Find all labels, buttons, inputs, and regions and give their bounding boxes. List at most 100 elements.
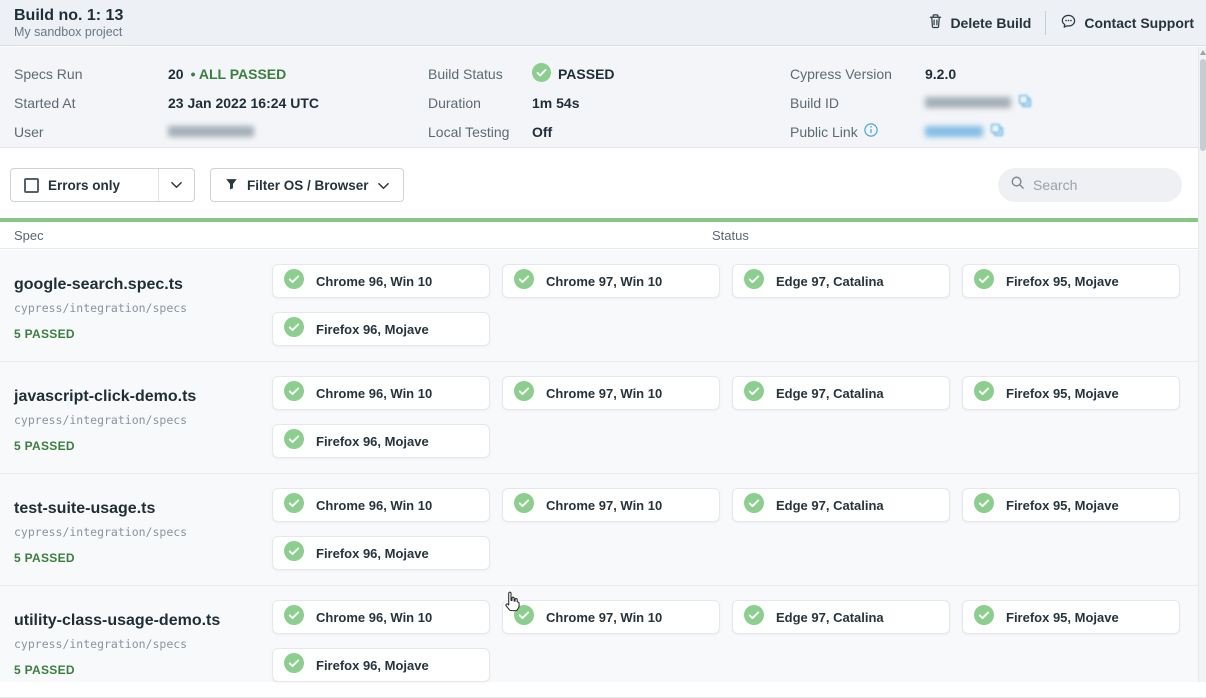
info-label-text: Duration [428,95,481,111]
status-chip[interactable]: Chrome 96, Win 10 [272,488,490,522]
spec-path: cypress/integration/specs [14,637,264,651]
info-label-text: User [14,124,44,140]
info-icon[interactable] [864,123,878,140]
errors-only-label: Errors only [48,178,120,193]
status-chip-label: Chrome 97, Win 10 [546,498,662,513]
status-chip-label: Edge 97, Catalina [776,610,884,625]
redacted-value [925,97,1011,108]
status-chips: Chrome 96, Win 10 Chrome 97, Win 10 Edge… [272,488,1194,570]
passed-check-icon [974,493,994,518]
status-chip-label: Firefox 96, Mojave [316,658,429,673]
status-chip[interactable]: Firefox 96, Mojave [272,536,490,570]
status-chip-label: Chrome 97, Win 10 [546,274,662,289]
status-chip[interactable]: Edge 97, Catalina [732,600,950,634]
errors-only-toggle[interactable]: Errors only [11,169,158,201]
status-chip[interactable]: Chrome 97, Win 10 [502,376,720,410]
build-heading: Build no. 1: 13 My sandbox project [14,6,123,40]
funnel-icon [225,177,238,194]
copy-icon[interactable] [990,123,1004,140]
errors-only-dropdown[interactable] [158,169,194,201]
status-chip[interactable]: Firefox 95, Mojave [962,600,1180,634]
spec-result-badge: 5 PASSED [14,439,264,453]
info-value-text: PASSED [558,66,615,82]
passed-check-icon [284,269,304,294]
errors-only-checkbox[interactable] [24,178,39,193]
info-item: Cypress Version 9.2.0 [790,59,1032,88]
spec-row: utility-class-usage-demo.ts cypress/inte… [0,586,1206,698]
spec-name[interactable]: utility-class-usage-demo.ts [14,612,264,630]
status-chip[interactable]: Chrome 97, Win 10 [502,600,720,634]
vertical-scrollbar[interactable] [1198,47,1206,682]
spec-path: cypress/integration/specs [14,413,264,427]
spec-name[interactable]: javascript-click-demo.ts [14,388,264,406]
status-chip[interactable]: Edge 97, Catalina [732,488,950,522]
redacted-value [168,126,254,137]
build-info-column: Cypress Version 9.2.0 Build ID Publ [790,59,1032,146]
status-chip[interactable]: Firefox 95, Mojave [962,488,1180,522]
spec-result-badge: 5 PASSED [14,663,264,677]
spec-result-badge: 5 PASSED [14,551,264,565]
copy-icon[interactable] [1018,94,1032,111]
scrollbar-up-arrow[interactable] [1200,50,1206,55]
chevron-down-icon [378,178,389,193]
status-chip[interactable]: Edge 97, Catalina [732,264,950,298]
passed-check-icon [514,605,534,630]
spec-name[interactable]: google-search.spec.ts [14,276,264,294]
delete-build-button[interactable]: Delete Build [928,13,1031,32]
search-icon [1010,175,1025,195]
search-box[interactable] [998,168,1182,202]
spec-info: javascript-click-demo.ts cypress/integra… [14,376,264,453]
status-chip[interactable]: Firefox 95, Mojave [962,264,1180,298]
status-chip-label: Chrome 97, Win 10 [546,386,662,401]
status-chips: Chrome 96, Win 10 Chrome 97, Win 10 Edge… [272,376,1194,458]
status-chip-label: Chrome 97, Win 10 [546,610,662,625]
passed-check-icon [514,381,534,406]
status-chip[interactable]: Chrome 97, Win 10 [502,488,720,522]
status-chip[interactable]: Firefox 95, Mojave [962,376,1180,410]
passed-check-icon [974,269,994,294]
delete-build-label: Delete Build [950,15,1031,31]
status-chip[interactable]: Chrome 96, Win 10 [272,600,490,634]
passed-check-icon [744,269,764,294]
spec-info: google-search.spec.ts cypress/integratio… [14,264,264,341]
passed-check-icon [514,493,534,518]
info-item: Duration 1m 54s [428,88,615,117]
spec-row: test-suite-usage.ts cypress/integration/… [0,474,1206,586]
build-info-column: Specs Run 20 • ALL PASSED Started At 23 … [14,59,319,146]
status-chip-label: Chrome 96, Win 10 [316,610,432,625]
passed-check-icon [532,63,551,85]
status-chip-label: Edge 97, Catalina [776,274,884,289]
page-header: Build no. 1: 13 My sandbox project Delet… [0,0,1206,46]
passed-check-icon [974,381,994,406]
filter-toolbar: Errors only Filter OS / Browser [0,148,1206,218]
passed-check-icon [284,317,304,342]
contact-support-button[interactable]: Contact Support [1060,13,1194,33]
passed-check-icon [744,605,764,630]
status-chip[interactable]: Firefox 96, Mojave [272,648,490,682]
passed-check-icon [284,381,304,406]
status-chip[interactable]: Edge 97, Catalina [732,376,950,410]
status-chip-label: Firefox 96, Mojave [316,434,429,449]
info-label-text: Public Link [790,124,858,140]
info-item: Local Testing Off [428,117,615,146]
status-chip-label: Firefox 95, Mojave [1006,274,1119,289]
search-input[interactable] [1033,177,1163,193]
filter-os-browser-button[interactable]: Filter OS / Browser [210,168,404,202]
status-chip[interactable]: Chrome 96, Win 10 [272,376,490,410]
info-item: Build Status PASSED [428,59,615,88]
info-label-text: Specs Run [14,66,82,82]
status-chip[interactable]: Firefox 96, Mojave [272,424,490,458]
info-value-text: 1m 54s [532,95,579,111]
passed-check-icon [744,381,764,406]
status-chips: Chrome 96, Win 10 Chrome 97, Win 10 Edge… [272,264,1194,346]
scrollbar-thumb[interactable] [1200,59,1206,151]
passed-check-icon [744,493,764,518]
status-chip-label: Firefox 95, Mojave [1006,498,1119,513]
spec-name[interactable]: test-suite-usage.ts [14,500,264,518]
status-chip[interactable]: Chrome 96, Win 10 [272,264,490,298]
contact-support-label: Contact Support [1084,15,1194,31]
status-chip[interactable]: Firefox 96, Mojave [272,312,490,346]
status-chip[interactable]: Chrome 97, Win 10 [502,264,720,298]
info-value-text: Off [532,124,552,140]
status-chip-label: Firefox 96, Mojave [316,546,429,561]
